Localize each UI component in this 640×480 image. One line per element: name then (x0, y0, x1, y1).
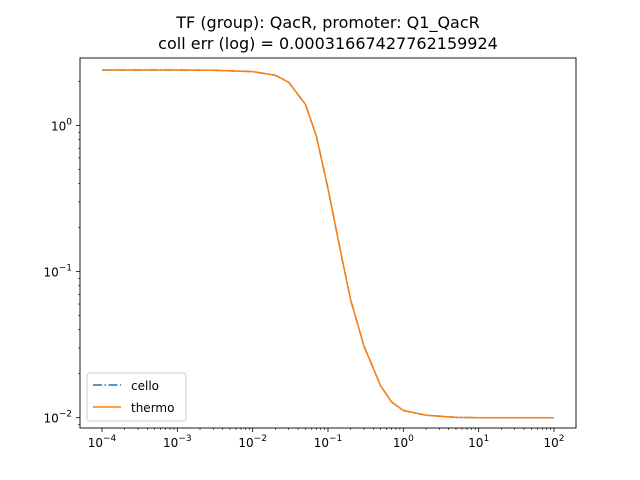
y-tick-label: 10−1 (43, 264, 72, 280)
series-layer (101, 69, 554, 419)
chart-title-line-2: coll err (log) = 0.00031667427762159924 (158, 34, 498, 53)
data-point-thermo (553, 417, 554, 418)
x-tick-label: 102 (543, 434, 564, 450)
data-point-thermo (380, 385, 381, 386)
data-point-thermo (341, 254, 342, 255)
y-axis: 10−2 10−1 100 (43, 81, 80, 426)
x-tick-label: 10−3 (163, 434, 192, 450)
data-point-thermo (363, 345, 364, 346)
data-point-thermo (327, 188, 328, 189)
data-point-thermo (455, 417, 456, 418)
data-point-thermo (288, 82, 289, 83)
x-tick-label: 10−2 (238, 434, 267, 450)
x-tick-label: 10−1 (314, 434, 343, 450)
x-tick-label: 101 (468, 434, 489, 450)
data-point-thermo (391, 401, 392, 402)
chart-title-line-1: TF (group): QacR, promoter: Q1_QacR (175, 13, 480, 33)
legend: cello thermo (86, 372, 187, 422)
data-point-thermo (425, 415, 426, 416)
x-tick-label: 100 (393, 434, 414, 450)
data-point-thermo (403, 410, 404, 411)
legend-label-cello: cello (131, 379, 159, 393)
data-point-thermo (252, 71, 253, 72)
data-point-thermo (101, 69, 102, 70)
data-point-thermo (305, 104, 306, 105)
data-point-thermo (177, 69, 178, 70)
data-point-thermo (137, 69, 138, 70)
data-point-thermo (275, 75, 276, 76)
data-point-thermo (213, 70, 214, 71)
series-line-thermo (102, 69, 554, 419)
x-tick-label: 10−4 (88, 434, 117, 450)
x-axis: 10−4 10−3 10−2 10−1 100 101 102 (88, 428, 565, 450)
data-point-thermo (478, 417, 479, 418)
data-point-thermo (316, 135, 317, 136)
y-tick-label: 100 (51, 118, 72, 134)
data-point-thermo (350, 299, 351, 300)
legend-label-thermo: thermo (131, 401, 174, 415)
y-tick-label: 10−2 (43, 410, 72, 426)
